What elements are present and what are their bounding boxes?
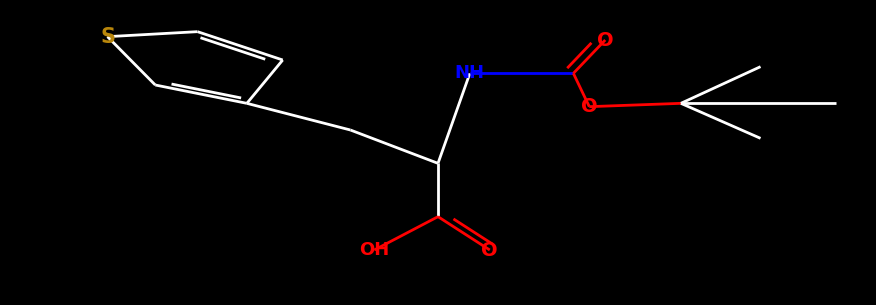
Text: S: S [100,27,115,47]
Text: O: O [482,241,498,260]
Text: O: O [597,30,613,49]
Text: OH: OH [359,241,390,259]
Text: O: O [581,97,597,116]
Text: NH: NH [455,64,484,82]
